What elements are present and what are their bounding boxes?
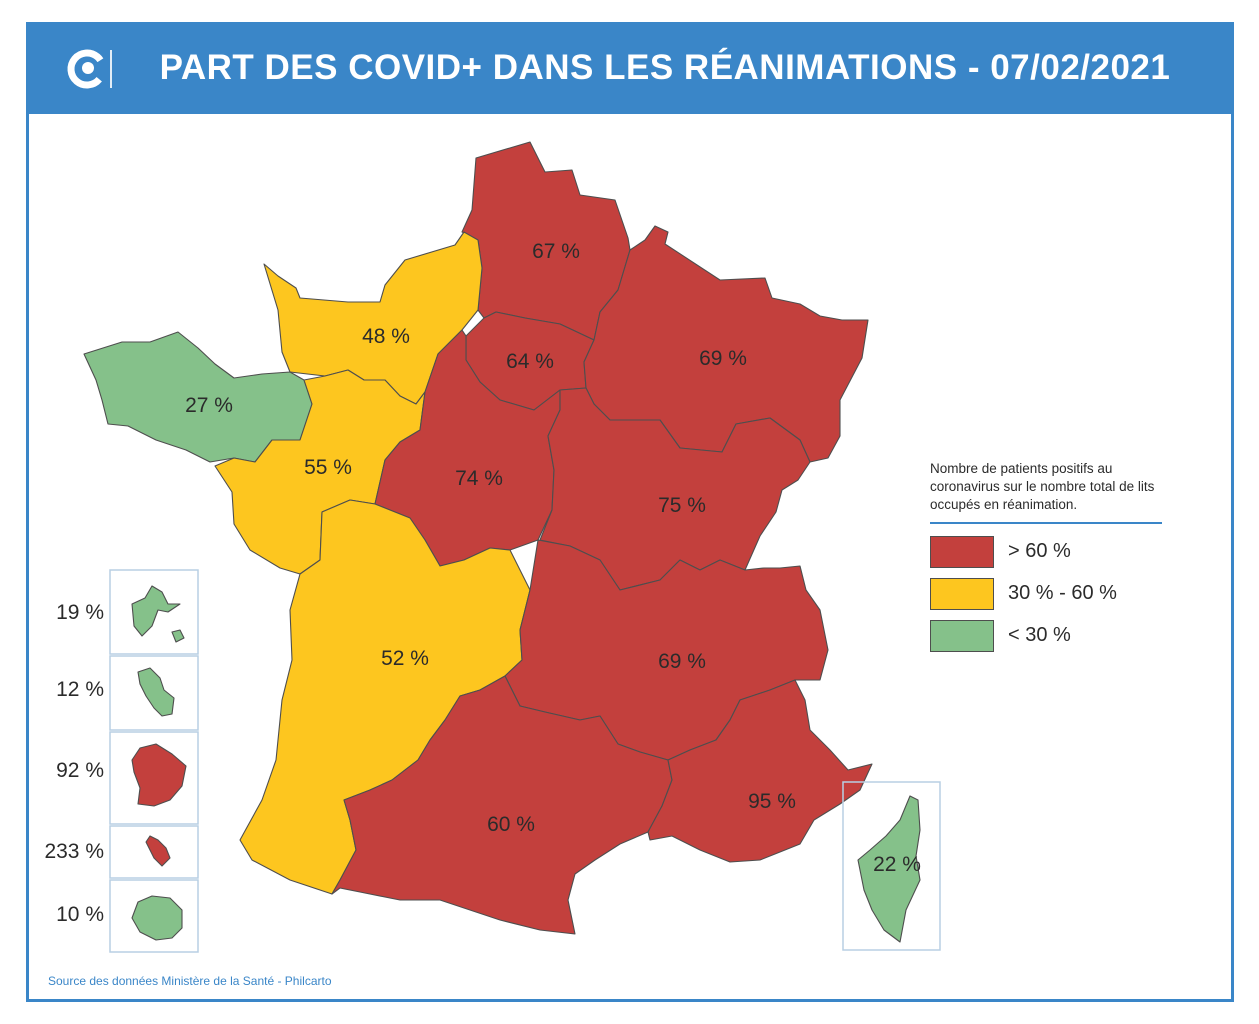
legend-item-low: < 30 % [930, 620, 1166, 652]
label-martinique: 12 % [56, 678, 104, 701]
inset-box-martinique [109, 655, 199, 731]
header-separator [110, 50, 112, 88]
label-centre-val-de-loire: 74 % [455, 467, 503, 490]
corse-inset-box [842, 781, 941, 951]
legend-swatch-red [930, 536, 994, 568]
region-martinique[interactable] [137, 667, 175, 717]
legend-label-mid: 30 % - 60 % [1008, 582, 1117, 604]
label-hauts-de-france: 67 % [532, 240, 580, 263]
region-occitanie[interactable] [331, 675, 673, 935]
label-auvergne-rhone-alpes: 69 % [658, 650, 706, 673]
legend-divider [930, 522, 1162, 524]
label-reunion: 10 % [56, 903, 104, 926]
label-pays-de-la-loire: 55 % [304, 456, 352, 479]
label-paca: 95 % [748, 790, 796, 813]
legend-item-mid: 30 % - 60 % [930, 578, 1166, 610]
inset-box-guyane [109, 731, 199, 825]
label-grand-est: 69 % [699, 347, 747, 370]
region-guadeloupe[interactable] [131, 585, 181, 637]
inset-box-mayotte [109, 825, 199, 879]
brand-logo [67, 49, 107, 89]
legend-label-low: < 30 % [1008, 624, 1071, 646]
label-corse: 22 % [873, 853, 921, 876]
page-title: PART DES COVID+ DANS LES RÉANIMATIONS - … [159, 48, 1171, 87]
inset-box-reunion [109, 879, 199, 953]
legend-swatch-yellow [930, 578, 994, 610]
label-bourgogne-franche-comte: 75 % [658, 494, 706, 517]
inset-box-guadeloupe [109, 569, 199, 655]
region-corse[interactable] [857, 795, 921, 943]
legend-description: Nombre de patients positifs au coronavir… [930, 461, 1155, 512]
label-bretagne: 27 % [185, 394, 233, 417]
legend-label-high: > 60 % [1008, 540, 1071, 562]
label-occitanie: 60 % [487, 813, 535, 836]
label-guadeloupe: 19 % [56, 601, 104, 624]
label-guyane: 92 % [56, 759, 104, 782]
region-reunion[interactable] [131, 895, 183, 941]
region-paca[interactable] [647, 679, 873, 863]
region-bourgogne-franche-comte[interactable] [539, 387, 811, 591]
legend: Nombre de patients positifs au coronavir… [930, 460, 1166, 662]
legend-item-high: > 60 % [930, 536, 1166, 568]
region-guadeloupe-island[interactable] [171, 629, 185, 643]
region-guyane[interactable] [131, 743, 187, 807]
source-credit: Source des données Ministère de la Santé… [48, 974, 332, 988]
label-normandie: 48 % [362, 325, 410, 348]
label-ile-de-france: 64 % [506, 350, 554, 373]
legend-swatch-green [930, 620, 994, 652]
region-mayotte[interactable] [145, 835, 171, 867]
label-mayotte: 233 % [44, 840, 104, 863]
header-bar: PART DES COVID+ DANS LES RÉANIMATIONS - … [26, 22, 1234, 114]
label-nouvelle-aquitaine: 52 % [381, 647, 429, 670]
